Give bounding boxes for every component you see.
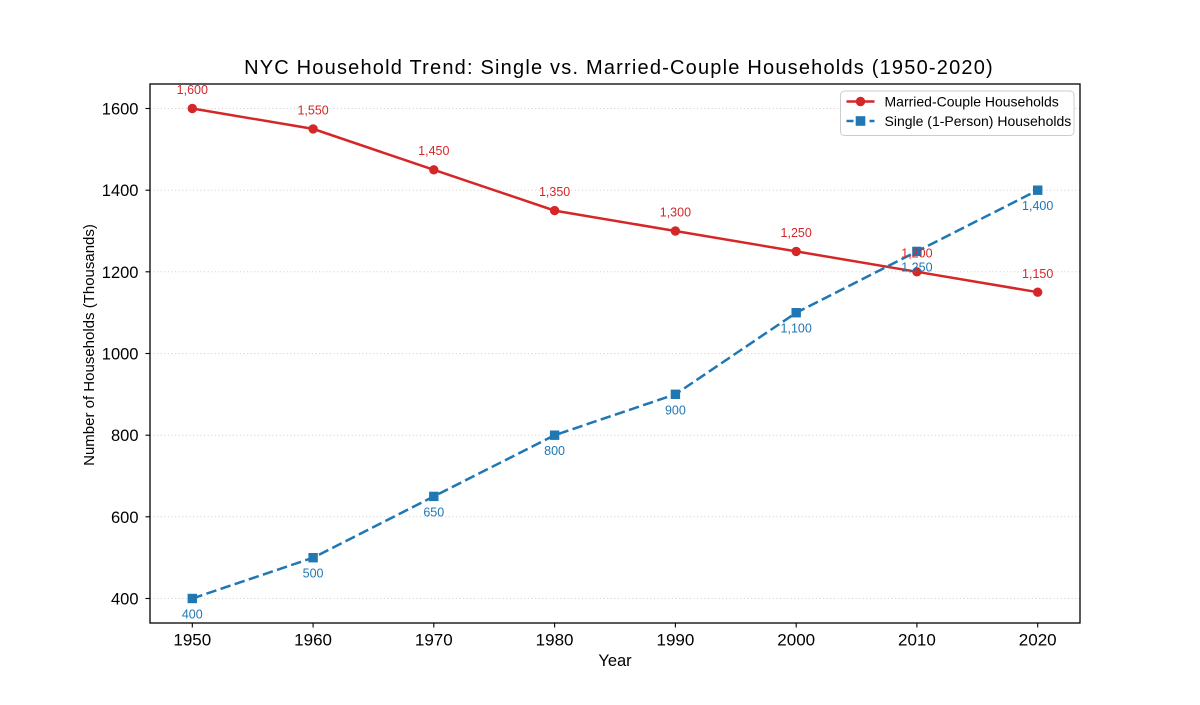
- svg-text:400: 400: [111, 591, 139, 609]
- svg-text:800: 800: [544, 444, 565, 458]
- svg-text:1,100: 1,100: [781, 322, 812, 336]
- svg-text:1600: 1600: [102, 101, 139, 119]
- svg-text:500: 500: [303, 567, 324, 581]
- svg-text:2010: 2010: [898, 631, 936, 650]
- svg-text:NYC Household Trend: Single vs: NYC Household Trend: Single vs. Married-…: [244, 57, 994, 79]
- svg-text:Year: Year: [598, 652, 632, 670]
- svg-text:1400: 1400: [102, 182, 139, 200]
- svg-text:Single (1-Person) Households: Single (1-Person) Households: [885, 113, 1072, 129]
- svg-text:2000: 2000: [777, 631, 815, 650]
- svg-text:1,550: 1,550: [297, 103, 328, 117]
- svg-text:1960: 1960: [294, 631, 332, 650]
- svg-text:1200: 1200: [102, 264, 139, 282]
- svg-text:Married-Couple Households: Married-Couple Households: [885, 94, 1059, 110]
- svg-text:1,600: 1,600: [177, 83, 208, 97]
- svg-text:1,350: 1,350: [539, 185, 570, 199]
- svg-text:800: 800: [111, 427, 139, 445]
- svg-text:1,200: 1,200: [901, 246, 932, 260]
- svg-text:1,150: 1,150: [1022, 267, 1053, 281]
- svg-text:1000: 1000: [102, 346, 139, 364]
- svg-text:1,250: 1,250: [901, 260, 932, 274]
- svg-text:900: 900: [665, 403, 686, 417]
- svg-text:1,450: 1,450: [418, 144, 449, 158]
- svg-text:400: 400: [182, 608, 203, 622]
- svg-text:1,400: 1,400: [1022, 199, 1053, 213]
- svg-text:600: 600: [111, 509, 139, 527]
- svg-text:650: 650: [423, 505, 444, 519]
- svg-text:1,300: 1,300: [660, 206, 691, 220]
- svg-text:Number of Households (Thousand: Number of Households (Thousands): [81, 224, 98, 466]
- svg-text:1990: 1990: [656, 631, 694, 650]
- svg-text:1970: 1970: [415, 631, 453, 650]
- svg-text:1,250: 1,250: [781, 226, 812, 240]
- svg-text:2020: 2020: [1019, 631, 1057, 650]
- svg-text:1950: 1950: [173, 631, 211, 650]
- svg-text:1980: 1980: [536, 631, 574, 650]
